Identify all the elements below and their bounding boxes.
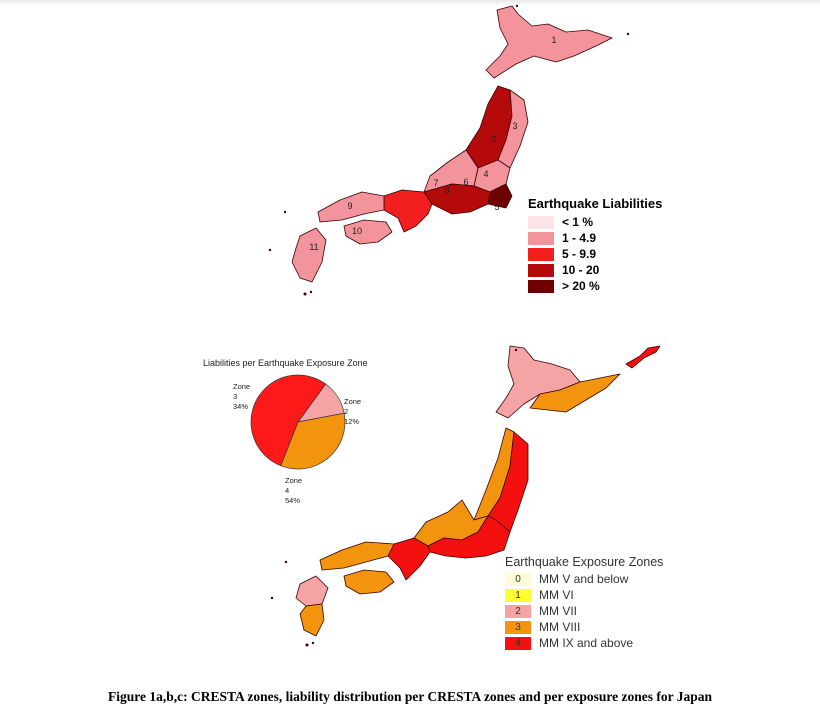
legend-label: MM VII [539,604,577,618]
liability-legend-row: < 1 % [528,214,662,230]
liability-legend-row: 5 - 9.9 [528,246,662,262]
map1-zone-5 [487,183,513,209]
liability-legend-title: Earthquake Liabilities [528,196,663,211]
pie-title: Liabilities per Earthquake Exposure Zone [203,358,368,368]
legend-swatch: 2 [505,604,531,618]
map1-label-1: 1 [551,35,556,45]
legend-swatch: 1 [505,588,531,602]
exposure-legend-row: 3 MM VIII [505,619,663,635]
map1-zone-11 [291,227,327,283]
legend-label: < 1 % [562,215,594,229]
map1-label-8: 8 [444,185,449,195]
map2-kanto [427,515,511,559]
map1-zone-10 [343,219,393,245]
liability-legend-row: > 20 % [528,278,662,294]
legend-swatch: 3 [505,620,531,634]
legend-label: > 20 % [562,279,600,293]
exposure-legend-row: 2 MM VII [505,603,663,619]
exposure-legend-title: Earthquake Exposure Zones [505,555,664,569]
legend-swatch [528,263,554,277]
legend-swatch: 4 [505,636,531,650]
map1-zone-8 [383,189,433,233]
legend-label: MM V and below [539,572,629,586]
legend-label: MM VI [539,588,574,602]
pie-slice-zone-3 [280,412,346,470]
legend-label: 1 - 4.9 [562,231,597,245]
map1-zone-1 [485,5,613,79]
exposure-legend: Earthquake Exposure Zones 0 MM V and bel… [505,555,663,651]
map1-label-10: 10 [352,226,362,236]
map1-label-9: 9 [347,201,352,211]
map2-chugoku [319,541,395,571]
map2-kyushu-north [295,575,329,607]
map1-label-5: 5 [494,202,499,212]
map1-label-3: 3 [512,121,517,131]
legend-label: 5 - 9.9 [562,247,597,261]
map2-kurils [625,345,661,369]
figure-caption: Figure 1a,b,c: CRESTA zones, liability d… [108,689,712,704]
pie-label-zone: Zone 3 [233,382,251,401]
pie-label-percent: 12% [344,417,360,426]
legend-label: 10 - 20 [562,263,600,277]
legend-swatch [528,231,554,245]
legend-swatch [528,247,554,261]
map1-label-11: 11 [309,242,318,252]
pie-svg [250,374,346,470]
legend-swatch: 0 [505,572,531,586]
pie-label-zone: Zone 2 [344,397,362,416]
liability-legend-row: 1 - 4.9 [528,230,662,246]
legend-swatch [528,279,554,293]
liability-legend: Earthquake Liabilities < 1 % 1 - 4.9 5 -… [528,196,662,294]
map2-kyushu-south [299,603,325,637]
pie-label-zone-2: Zone 2 12% [344,397,361,427]
exposure-legend-row: 0 MM V and below [505,571,663,587]
exposure-legend-row: 1 MM VI [505,587,663,603]
liability-legend-row: 10 - 20 [528,262,662,278]
pie-label-zone: Zone 4 [285,476,303,495]
map2-hokkaido-east [529,373,621,413]
pie-label-zone-4: Zone 4 54% [285,476,302,506]
exposure-legend-row: 4 MM IX and above [505,635,663,651]
pie-label-percent: 34% [233,402,249,411]
map1-label-2: 2 [491,134,496,144]
map2-shikoku [343,569,395,595]
legend-label: MM VIII [539,620,581,634]
pie-label-percent: 54% [285,496,301,505]
exposure-zone-map [270,345,661,647]
map1-zone-9 [317,191,385,223]
top-edge [0,0,820,6]
map1-label-6: 6 [463,177,468,187]
map1-label-7: 7 [433,178,438,188]
legend-label: MM IX and above [539,636,634,650]
map1-label-4: 4 [483,169,488,179]
pie-slice-zone-4 [250,374,327,467]
cresta-liability-map: 1 2 3 4 5 6 7 8 9 10 11 [268,4,630,296]
pie-label-zone-3: Zone 3 34% [233,382,250,412]
legend-swatch [528,215,554,229]
map2-kinki [387,537,431,581]
